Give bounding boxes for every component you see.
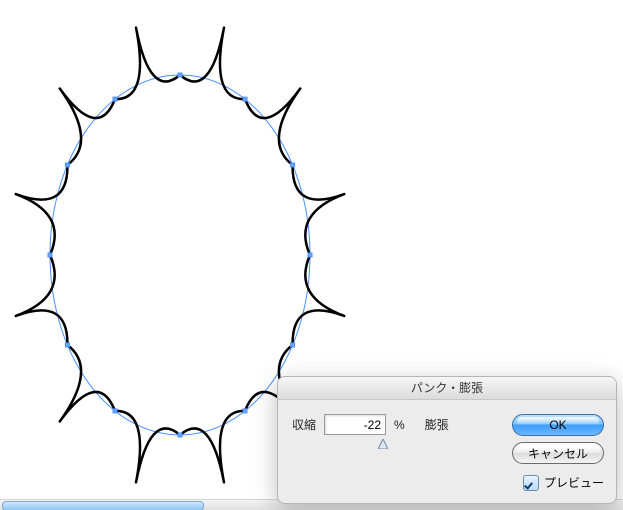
dialog-title: パンク・膨張 — [278, 377, 616, 400]
cancel-button[interactable]: キャンセル — [512, 442, 604, 464]
amount-input[interactable] — [324, 414, 386, 435]
amount-slider[interactable] — [336, 439, 456, 453]
preview-label: プレビュー — [544, 474, 604, 491]
pucker-label: 収縮 — [292, 416, 316, 433]
slider-thumb[interactable] — [378, 439, 388, 449]
preview-checkbox[interactable] — [523, 475, 539, 491]
ok-button[interactable]: OK — [512, 414, 604, 436]
scrollbar-thumb[interactable] — [2, 501, 204, 510]
pucker-bloat-dialog: パンク・膨張 収縮 % 膨張 OK キャンセル プレビュー — [277, 376, 617, 504]
percent-sign: % — [394, 418, 405, 432]
bloat-label: 膨張 — [425, 416, 449, 433]
